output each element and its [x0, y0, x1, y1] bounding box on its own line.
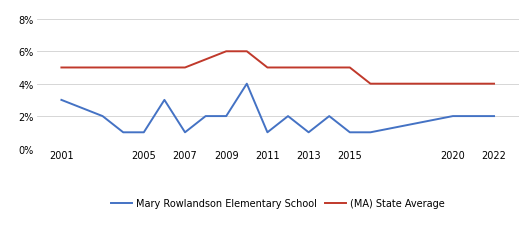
- Mary Rowlandson Elementary School: [367, 131, 374, 134]
- Mary Rowlandson Elementary School: [100, 115, 106, 118]
- Mary Rowlandson Elementary School: [182, 131, 188, 134]
- (MA) State Average: [223, 51, 230, 53]
- (MA) State Average: [182, 67, 188, 70]
- Mary Rowlandson Elementary School: [223, 115, 230, 118]
- (MA) State Average: [326, 67, 332, 70]
- Line: (MA) State Average: (MA) State Average: [61, 52, 494, 84]
- Mary Rowlandson Elementary School: [202, 115, 209, 118]
- Mary Rowlandson Elementary School: [347, 131, 353, 134]
- Mary Rowlandson Elementary School: [140, 131, 147, 134]
- (MA) State Average: [244, 51, 250, 53]
- (MA) State Average: [140, 67, 147, 70]
- Mary Rowlandson Elementary School: [161, 99, 168, 102]
- Mary Rowlandson Elementary School: [58, 99, 64, 102]
- (MA) State Average: [450, 83, 456, 86]
- (MA) State Average: [264, 67, 270, 70]
- (MA) State Average: [58, 67, 64, 70]
- Mary Rowlandson Elementary School: [305, 131, 312, 134]
- Mary Rowlandson Elementary School: [450, 115, 456, 118]
- Mary Rowlandson Elementary School: [120, 131, 126, 134]
- Mary Rowlandson Elementary School: [326, 115, 332, 118]
- Mary Rowlandson Elementary School: [285, 115, 291, 118]
- Mary Rowlandson Elementary School: [491, 115, 497, 118]
- Line: Mary Rowlandson Elementary School: Mary Rowlandson Elementary School: [61, 84, 494, 133]
- (MA) State Average: [491, 83, 497, 86]
- Legend: Mary Rowlandson Elementary School, (MA) State Average: Mary Rowlandson Elementary School, (MA) …: [111, 198, 445, 208]
- Mary Rowlandson Elementary School: [264, 131, 270, 134]
- Mary Rowlandson Elementary School: [244, 83, 250, 86]
- (MA) State Average: [347, 67, 353, 70]
- (MA) State Average: [202, 59, 209, 62]
- (MA) State Average: [367, 83, 374, 86]
